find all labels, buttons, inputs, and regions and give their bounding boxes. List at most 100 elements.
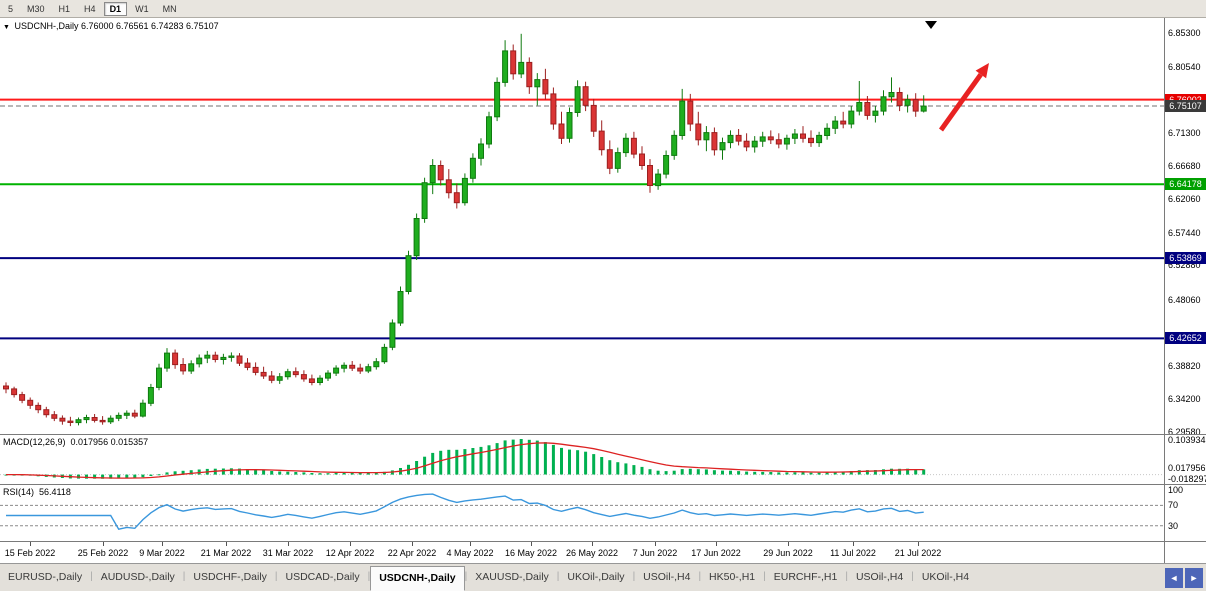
timeframe-toolbar: 5 M30 H1 H4 D1 W1 MN <box>0 0 1206 18</box>
price-axis-label: 6.52880 <box>1168 260 1201 270</box>
tab-separator: | <box>274 571 278 582</box>
tab-separator: | <box>632 571 636 582</box>
time-axis-tick <box>470 542 471 546</box>
price-axis-label: 6.80540 <box>1168 62 1201 72</box>
tab-separator: | <box>698 571 702 582</box>
macd-canvas[interactable] <box>0 435 1164 484</box>
trend-arrow-head-icon <box>975 63 989 79</box>
time-axis[interactable]: 15 Feb 2022 25 Feb 2022 9 Mar 2022 21 Mar 2… <box>0 542 1164 563</box>
chart-tab-usoil-h4[interactable]: USOil-,H4 <box>855 571 904 583</box>
time-axis-label: 17 Jun 2022 <box>691 548 741 558</box>
rsi-indicator-name: RSI(14) <box>3 487 35 497</box>
tab-separator: | <box>182 571 186 582</box>
chart-tab-eurchf-h1[interactable]: EURCHF-,H1 <box>773 571 838 583</box>
price-peak-marker-icon <box>925 21 937 29</box>
tab-strip: EURUSD-,Daily | AUDUSD-,Daily | USDCHF-,Dail… <box>0 564 977 591</box>
scroll-left-icon: ◄ <box>1169 573 1179 583</box>
time-axis-tick <box>918 542 919 546</box>
price-axis-label: 6.29580 <box>1168 427 1201 434</box>
rsi-canvas[interactable] <box>0 485 1164 541</box>
tab-separator: | <box>464 571 468 582</box>
price-axis-label: 6.34200 <box>1168 394 1201 404</box>
main-chart-plot[interactable]: ▼ USDCNH-,Daily 6.76000 6.76561 6.74283 … <box>0 18 1164 434</box>
candlestick-canvas[interactable] <box>0 18 1164 434</box>
price-axis-label: 6.38820 <box>1168 361 1201 371</box>
chart-tab-eurusd-daily[interactable]: EURUSD-,Daily <box>8 571 83 583</box>
time-axis-row: 15 Feb 2022 25 Feb 2022 9 Mar 2022 21 Mar 2… <box>0 541 1206 563</box>
tab-scroll-right-button[interactable]: ► <box>1185 568 1203 588</box>
rsi-axis-label: 100 <box>1168 485 1184 495</box>
price-axis-label: 6.62060 <box>1168 194 1201 204</box>
time-axis-label: 21 Mar 2022 <box>200 548 252 558</box>
time-axis-tick <box>788 542 789 546</box>
time-axis-label: 7 Jun 2022 <box>632 548 678 558</box>
time-axis-label: 4 May 2022 <box>446 548 494 558</box>
timeframe-button-M30[interactable]: M30 <box>27 3 45 14</box>
chart-tab-audusd-daily[interactable]: AUDUSD-,Daily <box>100 571 175 583</box>
macd-axis-label: -0.018297 <box>1168 474 1206 484</box>
timeframe-button-H1[interactable]: H1 <box>58 3 71 14</box>
tab-separator: | <box>367 571 371 582</box>
time-axis-tick <box>350 542 351 546</box>
chart-tab-xauusd-daily[interactable]: XAUUSD-,Daily <box>475 571 549 583</box>
price-axis-label: 6.71300 <box>1168 128 1201 138</box>
time-axis-label: 11 Jul 2022 <box>830 548 876 558</box>
macd-values: 0.017956 0.015357 <box>70 437 149 447</box>
timeframe-button-H4[interactable]: H4 <box>84 3 96 14</box>
chart-menu-icon[interactable]: ▼ <box>3 24 10 31</box>
time-axis-tick <box>853 542 854 546</box>
chart-tab-bar: EURUSD-,Daily | AUDUSD-,Daily | USDCHF-,Dail… <box>0 563 1206 591</box>
time-axis-tick <box>103 542 104 546</box>
price-axis-label: 6.57440 <box>1168 228 1201 238</box>
trend-arrow[interactable] <box>938 72 983 132</box>
time-axis-corner <box>1164 542 1206 563</box>
rsi-plot[interactable]: RSI(14) 56.4118 <box>0 485 1164 541</box>
chart-tab-usdchf-daily[interactable]: USDCHF-,Daily <box>193 571 267 583</box>
price-badge-6.75107: 6.75107 <box>1165 100 1206 112</box>
macd-label: MACD(12,26,9) 0.017956 0.015357 <box>3 437 148 447</box>
chart-title-text: USDCNH-,Daily 6.76000 6.76561 6.74283 6.… <box>14 21 219 31</box>
time-axis-tick <box>412 542 413 546</box>
tab-scroll-left-button[interactable]: ◄ <box>1165 568 1183 588</box>
tab-separator: | <box>556 571 560 582</box>
rsi-axis[interactable]: 100 70 30 <box>1164 485 1206 541</box>
price-axis[interactable]: 6.85300 6.80540 6.71300 6.66680 6.62060 6.574… <box>1164 18 1206 434</box>
tab-separator: | <box>845 571 848 582</box>
rsi-axis-label: 70 <box>1168 500 1179 510</box>
price-badge-6.42652: 6.42652 <box>1165 332 1206 344</box>
time-axis-tick <box>592 542 593 546</box>
timeframe-button-MN[interactable]: MN <box>162 3 177 14</box>
price-badge-6.53869: 6.53869 <box>1165 252 1206 264</box>
macd-axis-label: 0.017956 <box>1168 463 1206 473</box>
chart-tab-usdcad-daily[interactable]: USDCAD-,Daily <box>285 571 360 583</box>
time-axis-label: 29 Jun 2022 <box>763 548 813 558</box>
timeframe-button-5[interactable]: 5 <box>8 3 14 14</box>
time-axis-label: 31 Mar 2022 <box>262 548 314 558</box>
price-badge-6.64178: 6.64178 <box>1165 178 1206 190</box>
time-axis-tick <box>226 542 227 546</box>
rsi-axis-label: 30 <box>1168 521 1179 531</box>
time-axis-tick <box>655 542 656 546</box>
time-axis-tick <box>288 542 289 546</box>
time-axis-label: 22 Apr 2022 <box>387 548 437 558</box>
time-axis-label: 26 May 2022 <box>565 548 619 558</box>
chart-tab-hk50-h1[interactable]: HK50-,H1 <box>709 571 756 583</box>
chart-tab-usoil-h4[interactable]: USOil-,H4 <box>643 571 691 583</box>
time-axis-label: 9 Mar 2022 <box>139 548 185 558</box>
macd-axis[interactable]: 0.103934 0.017956 -0.018297 <box>1164 435 1206 484</box>
price-axis-label: 6.85300 <box>1168 28 1201 38</box>
chart-tab-ukoil-daily[interactable]: UKOil-,Daily <box>567 571 625 583</box>
timeframe-button-W1[interactable]: W1 <box>135 3 149 14</box>
tab-separator: | <box>90 571 93 582</box>
chart-tab-usdcnh-daily[interactable]: USDCNH-,Daily <box>370 566 465 591</box>
tab-separator: | <box>763 571 766 582</box>
time-axis-tick <box>30 542 31 546</box>
timeframe-button-D1[interactable]: D1 <box>103 1 128 16</box>
macd-plot[interactable]: MACD(12,26,9) 0.017956 0.015357 <box>0 435 1164 484</box>
rsi-label: RSI(14) 56.4118 <box>3 487 71 497</box>
chart-tab-ukoil-h4[interactable]: UKOil-,H4 <box>921 571 970 583</box>
time-axis-tick <box>716 542 717 546</box>
tab-separator: | <box>911 571 914 582</box>
macd-indicator-name: MACD(12,26,9) <box>3 437 66 447</box>
rsi-panel: RSI(14) 56.4118 100 70 30 <box>0 484 1206 541</box>
